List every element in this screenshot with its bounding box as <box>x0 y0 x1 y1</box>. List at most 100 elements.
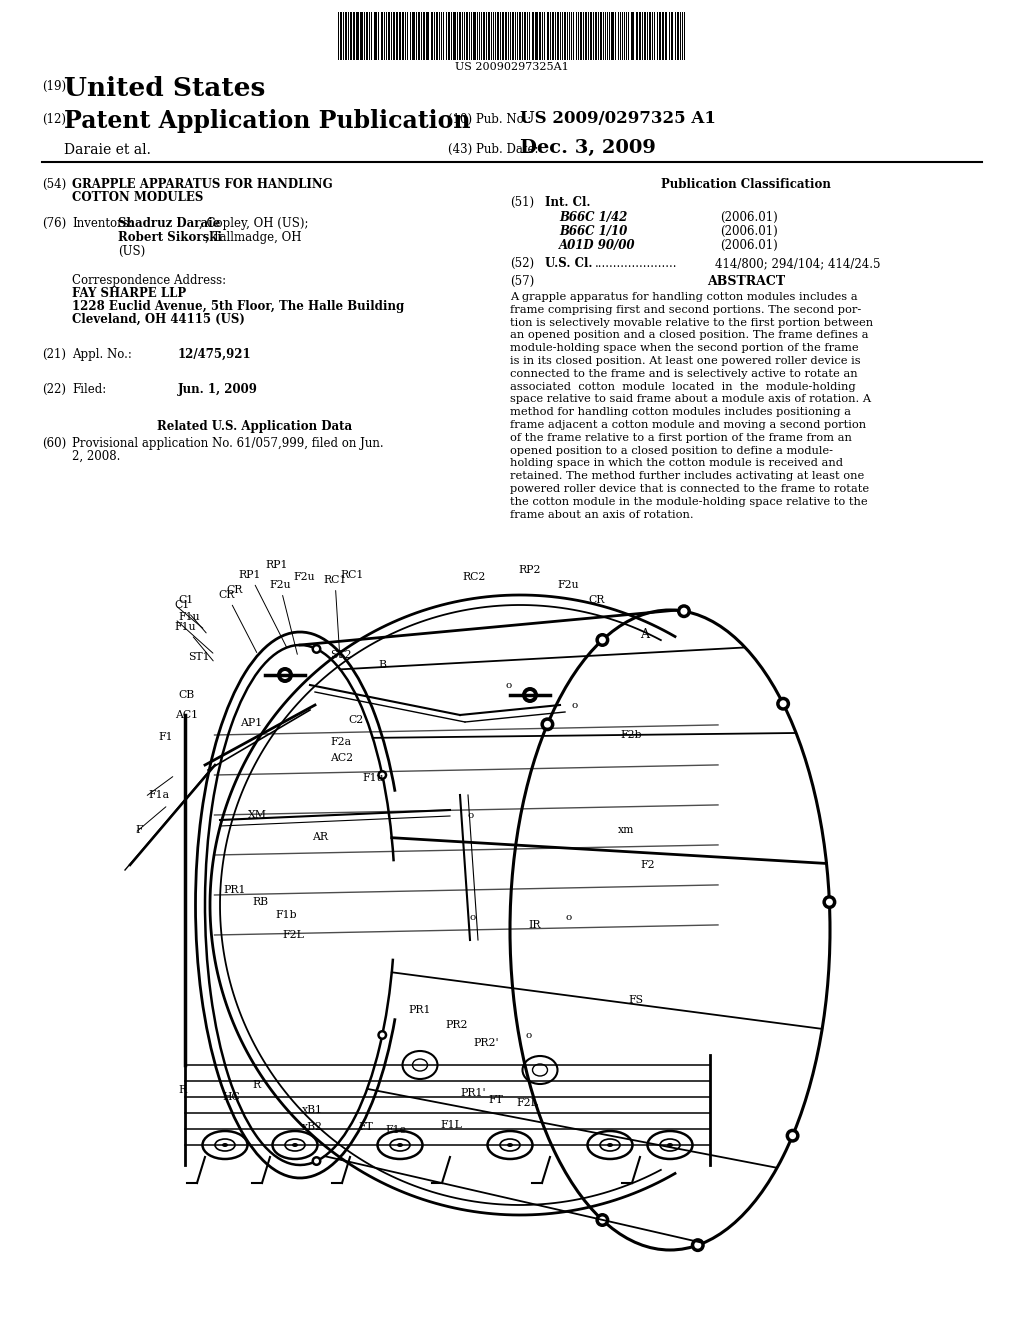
Bar <box>539 12 541 59</box>
Bar <box>611 12 614 59</box>
Bar <box>449 12 450 59</box>
Bar <box>353 12 355 59</box>
Bar <box>505 12 507 59</box>
Text: retained. The method further includes activating at least one: retained. The method further includes ac… <box>510 471 864 482</box>
Ellipse shape <box>599 1217 606 1224</box>
Ellipse shape <box>677 605 691 618</box>
Text: tion is selectively movable relative to the first portion between: tion is selectively movable relative to … <box>510 318 873 327</box>
Text: F2u: F2u <box>557 579 579 590</box>
Bar <box>639 12 641 59</box>
Bar <box>662 12 664 59</box>
Text: R: R <box>252 1080 260 1090</box>
Text: CB: CB <box>178 690 195 700</box>
Bar <box>532 12 534 59</box>
Text: (54): (54) <box>42 178 67 191</box>
Text: F1u: F1u <box>174 622 213 661</box>
Ellipse shape <box>544 721 551 727</box>
Bar <box>388 12 390 59</box>
Text: Publication Classification: Publication Classification <box>662 178 830 191</box>
Bar <box>535 12 538 59</box>
Text: Jun. 1, 2009: Jun. 1, 2009 <box>178 383 258 396</box>
Ellipse shape <box>292 1143 298 1147</box>
Text: PR2: PR2 <box>445 1020 468 1030</box>
Text: A: A <box>640 628 649 642</box>
Text: PR1': PR1' <box>460 1088 485 1098</box>
Text: F2b: F2b <box>620 730 642 741</box>
Text: ST2: ST2 <box>330 649 351 660</box>
Ellipse shape <box>541 717 554 731</box>
Text: PR1: PR1 <box>408 1005 430 1015</box>
Bar <box>631 12 634 59</box>
Text: (21): (21) <box>42 348 66 360</box>
Text: of the frame relative to a first portion of the frame from an: of the frame relative to a first portion… <box>510 433 852 442</box>
Ellipse shape <box>667 1143 673 1147</box>
Text: xB2: xB2 <box>302 1122 323 1133</box>
Text: frame comprising first and second portions. The second por-: frame comprising first and second portio… <box>510 305 861 314</box>
Bar <box>431 12 433 59</box>
Bar <box>399 12 401 59</box>
Text: an opened position and a closed position. The frame defines a: an opened position and a closed position… <box>510 330 868 341</box>
Text: US 2009/0297325 A1: US 2009/0297325 A1 <box>520 110 716 127</box>
Ellipse shape <box>691 1238 705 1253</box>
Text: GRAPPLE APPARATUS FOR HANDLING: GRAPPLE APPARATUS FOR HANDLING <box>72 178 333 191</box>
Ellipse shape <box>526 690 534 700</box>
Text: F1: F1 <box>158 733 173 742</box>
Ellipse shape <box>680 607 687 615</box>
Text: CR: CR <box>588 595 604 605</box>
Bar <box>547 12 549 59</box>
Bar <box>366 12 368 59</box>
Text: HC: HC <box>222 1092 240 1102</box>
Text: F1a: F1a <box>148 789 169 800</box>
Text: associated  cotton  module  located  in  the  module-holding: associated cotton module located in the … <box>510 381 856 392</box>
Text: (43) Pub. Date:: (43) Pub. Date: <box>449 143 539 156</box>
Text: Related U.S. Application Data: Related U.S. Application Data <box>158 420 352 433</box>
Bar <box>423 12 425 59</box>
Text: Patent Application Publication: Patent Application Publication <box>63 110 470 133</box>
Text: IR: IR <box>528 920 541 931</box>
Ellipse shape <box>507 1143 513 1147</box>
Bar <box>466 12 468 59</box>
Ellipse shape <box>776 697 791 710</box>
Text: F1u: F1u <box>362 774 384 783</box>
Text: F2u: F2u <box>293 572 314 582</box>
Bar <box>552 12 554 59</box>
Text: F2L: F2L <box>282 931 304 940</box>
Text: connected to the frame and is selectively active to rotate an: connected to the frame and is selectivel… <box>510 368 858 379</box>
Text: Correspondence Address:: Correspondence Address: <box>72 275 226 286</box>
Bar <box>350 12 352 59</box>
Bar <box>396 12 398 59</box>
Ellipse shape <box>380 1032 385 1038</box>
Text: (2006.01): (2006.01) <box>720 239 778 252</box>
Text: FT: FT <box>488 1096 503 1105</box>
Ellipse shape <box>607 1143 613 1147</box>
Text: ABSTRACT: ABSTRACT <box>707 275 785 288</box>
Text: 2, 2008.: 2, 2008. <box>72 450 121 463</box>
Bar <box>677 12 679 59</box>
Text: C2: C2 <box>348 715 364 725</box>
Ellipse shape <box>599 636 606 643</box>
Bar <box>649 12 651 59</box>
Bar <box>356 12 359 59</box>
Text: Dec. 3, 2009: Dec. 3, 2009 <box>520 139 656 157</box>
Bar <box>381 12 383 59</box>
Text: C1: C1 <box>174 601 206 632</box>
Bar <box>519 12 521 59</box>
Ellipse shape <box>222 1143 228 1147</box>
Ellipse shape <box>826 899 833 906</box>
Bar <box>590 12 592 59</box>
Text: US 20090297325A1: US 20090297325A1 <box>455 62 569 73</box>
Ellipse shape <box>377 770 387 780</box>
Text: F2u: F2u <box>269 579 297 655</box>
Text: (2006.01): (2006.01) <box>720 224 778 238</box>
Text: o: o <box>505 681 511 689</box>
Text: Cleveland, OH 44115 (US): Cleveland, OH 44115 (US) <box>72 313 245 326</box>
Bar <box>459 12 461 59</box>
Text: B: B <box>378 660 386 671</box>
Ellipse shape <box>522 686 538 704</box>
Text: F2: F2 <box>640 861 654 870</box>
Ellipse shape <box>785 1129 800 1143</box>
Text: the cotton module in the module-holding space relative to the: the cotton module in the module-holding … <box>510 496 867 507</box>
Text: Shadruz Daraie: Shadruz Daraie <box>118 216 220 230</box>
Text: AC2: AC2 <box>330 752 353 763</box>
Text: F: F <box>135 825 142 836</box>
